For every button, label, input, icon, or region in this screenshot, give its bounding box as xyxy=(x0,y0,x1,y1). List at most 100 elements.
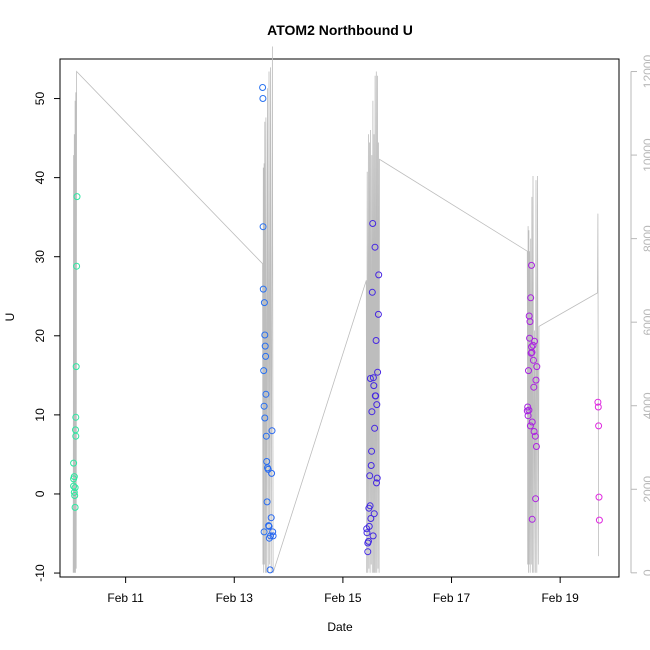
data-point xyxy=(259,84,267,91)
data-point xyxy=(259,285,267,293)
data-point xyxy=(532,376,540,384)
data-point xyxy=(594,398,602,406)
data-point xyxy=(268,427,276,435)
data-point xyxy=(373,479,380,487)
data-point xyxy=(73,262,81,270)
data-point xyxy=(365,537,372,545)
data-point xyxy=(526,334,534,342)
data-point xyxy=(594,403,602,411)
data-point xyxy=(269,528,277,536)
x-tick-label: Feb 19 xyxy=(541,591,579,605)
x-axis-label: Date xyxy=(327,620,353,634)
data-point xyxy=(525,367,532,375)
data-point xyxy=(371,424,379,432)
data-point xyxy=(264,465,272,473)
data-point xyxy=(372,337,380,344)
data-point xyxy=(371,243,379,251)
secondary-line-layer xyxy=(72,46,599,573)
data-point xyxy=(259,223,267,231)
data-point xyxy=(266,566,274,574)
data-point xyxy=(263,498,271,506)
y-tick-label: 20 xyxy=(33,329,47,343)
data-point xyxy=(261,414,269,422)
data-point xyxy=(265,522,273,530)
data-point xyxy=(530,383,538,391)
data-point xyxy=(528,348,536,356)
data-point xyxy=(532,495,540,503)
data-point xyxy=(72,363,80,371)
data-point xyxy=(70,459,78,467)
data-point xyxy=(375,271,383,279)
data-point xyxy=(595,493,603,501)
data-point xyxy=(260,528,268,536)
data-point xyxy=(374,310,382,318)
data-point xyxy=(372,392,380,400)
data-point xyxy=(369,532,377,540)
right-y-tick-label: 12000 xyxy=(641,55,650,89)
data-point xyxy=(526,422,534,430)
y-tick-label: -10 xyxy=(33,564,47,582)
secondary-series-line xyxy=(72,46,599,573)
data-point xyxy=(260,367,268,375)
data-point xyxy=(262,352,270,360)
data-point xyxy=(364,548,372,556)
data-point xyxy=(70,488,78,496)
y-axis: -10 0 10 20 30 40 50 xyxy=(33,92,60,582)
data-point xyxy=(365,522,373,530)
x-tick-label: Feb 17 xyxy=(433,591,471,605)
data-point xyxy=(72,432,80,440)
data-point xyxy=(529,356,537,364)
data-point xyxy=(367,515,375,522)
data-point xyxy=(269,532,277,540)
data-point xyxy=(268,469,276,477)
x-tick-label: Feb 13 xyxy=(216,591,254,605)
right-y-tick-label: 8000 xyxy=(641,225,650,252)
x-tick-label: Feb 11 xyxy=(107,591,144,605)
data-point xyxy=(71,484,79,492)
data-point xyxy=(262,432,270,440)
right-y-tick-label: 10000 xyxy=(641,138,650,172)
data-point xyxy=(531,432,539,440)
data-point xyxy=(370,510,378,518)
right-y-tick-label: 2000 xyxy=(641,476,650,503)
data-point xyxy=(367,462,375,469)
data-point xyxy=(72,413,80,421)
data-point xyxy=(595,422,603,430)
y-tick-label: 40 xyxy=(33,171,47,185)
data-point xyxy=(374,368,382,376)
data-point xyxy=(366,502,374,510)
data-point xyxy=(366,375,374,382)
data-point xyxy=(528,418,536,426)
data-point xyxy=(267,532,274,540)
data-point xyxy=(267,514,275,522)
data-point xyxy=(528,261,535,269)
data-point xyxy=(525,406,533,414)
data-point xyxy=(71,503,79,511)
data-point xyxy=(368,408,376,416)
data-point xyxy=(261,342,269,350)
right-y-axis: 0 2000 4000 6000 8000 10000 12000 xyxy=(630,55,650,576)
y-tick-label: 10 xyxy=(33,408,47,422)
data-point xyxy=(262,390,270,398)
data-point xyxy=(373,474,381,482)
right-y-tick-label: 0 xyxy=(641,569,650,576)
data-point xyxy=(259,95,267,102)
data-point xyxy=(595,516,603,524)
data-point xyxy=(369,220,377,227)
data-point xyxy=(533,363,541,371)
right-y-tick-label: 6000 xyxy=(641,309,650,336)
data-point xyxy=(70,473,78,481)
data-point xyxy=(366,472,374,480)
data-point xyxy=(71,492,79,499)
data-point xyxy=(369,374,377,382)
data-point xyxy=(368,447,376,455)
data-point xyxy=(527,294,535,302)
data-point xyxy=(260,299,268,307)
data-point xyxy=(260,402,268,410)
data-point xyxy=(532,443,540,450)
y-tick-label: 0 xyxy=(33,490,47,497)
points-layer xyxy=(70,84,603,574)
data-point xyxy=(370,382,378,390)
y-tick-label: 30 xyxy=(33,250,47,264)
data-point xyxy=(363,529,371,537)
